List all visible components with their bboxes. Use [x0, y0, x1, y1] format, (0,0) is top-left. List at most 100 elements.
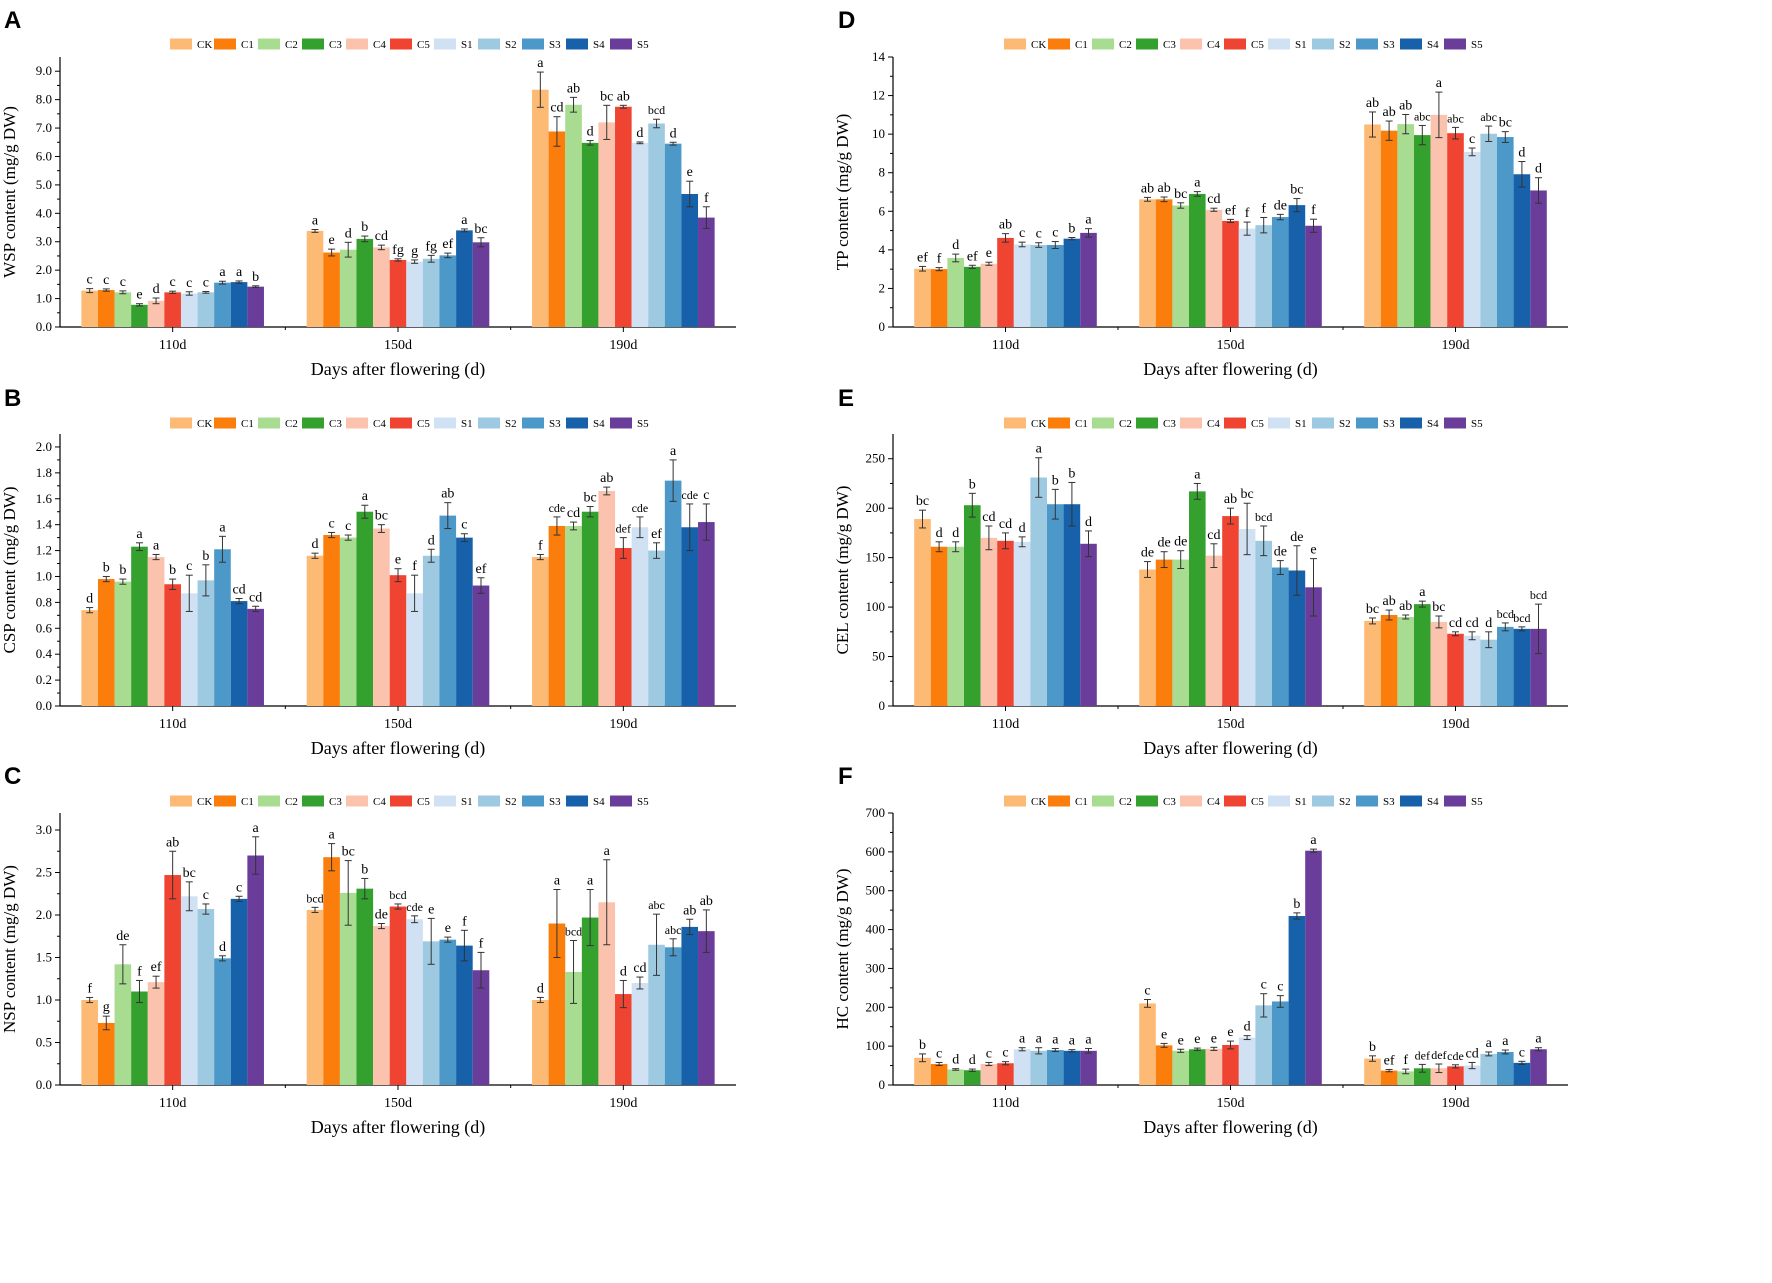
significance-letter: c	[203, 275, 209, 290]
bar-C1-150d	[323, 857, 340, 1085]
legend-swatch-C1	[214, 417, 236, 429]
legend-label-C1: C1	[241, 796, 254, 808]
significance-letter: bcd	[1513, 611, 1530, 625]
bar-S2-110d	[197, 580, 215, 706]
bar-C3-150d	[1189, 1049, 1206, 1085]
significance-letter: b	[361, 862, 368, 877]
significance-letter: e	[136, 288, 142, 303]
bar-S3-190d	[664, 947, 682, 1085]
bar-S4-190d	[681, 926, 699, 1085]
significance-letter: bc	[1432, 600, 1445, 615]
significance-letter: de	[1174, 535, 1187, 550]
y-tick-label: 5.0	[36, 177, 52, 192]
x-tick-label: 190d	[1442, 338, 1470, 353]
bar-S2-150d	[422, 555, 440, 706]
x-axis-label: Days after flowering (d)	[311, 359, 485, 380]
x-axis-label: Days after flowering (d)	[1143, 359, 1317, 380]
bar-S5-110d	[1080, 1050, 1097, 1085]
panel-F: F CK C1 C2 C3 C4 C5 S1 S2 S3 S4 S5 0 100 200 300 400 500 6…	[833, 763, 1568, 1138]
significance-letter: ef	[151, 960, 162, 975]
bar-C3-190d	[581, 511, 599, 706]
bar-C5-190d	[615, 547, 632, 706]
legend-swatch-C2	[258, 795, 280, 807]
legend-swatch-S2	[1312, 417, 1334, 429]
bar-C1-190d	[548, 525, 566, 706]
legend-swatch-C1	[1048, 795, 1070, 807]
legend-label-C5: C5	[417, 796, 430, 808]
x-tick-label: 150d	[1217, 717, 1245, 732]
significance-letter: de	[1274, 198, 1287, 213]
significance-letter: bcd	[306, 891, 323, 905]
significance-letter: c	[1036, 227, 1042, 242]
bar-C2-150d	[339, 892, 357, 1085]
y-tick-label: 2.5	[36, 865, 52, 880]
significance-letter: a	[1419, 585, 1426, 600]
legend-swatch-S5	[610, 795, 632, 807]
bar-S4-150d	[1288, 915, 1306, 1085]
legend-label-C4: C4	[373, 418, 386, 430]
legend-label-S4: S4	[593, 39, 605, 51]
bar-S3-190d	[664, 143, 682, 327]
significance-letter: b	[119, 563, 126, 578]
legend-label-S4: S4	[1427, 796, 1439, 808]
legend-swatch-C1	[214, 38, 236, 50]
legend-swatch-C5	[390, 417, 412, 429]
bar-S5-110d	[247, 608, 264, 706]
legend-label-C4: C4	[1207, 796, 1220, 808]
bar-S1-190d	[1463, 1065, 1481, 1085]
significance-letter: c	[461, 518, 467, 533]
significance-letter: f	[937, 252, 942, 267]
y-tick-label: 250	[866, 451, 886, 466]
y-tick-label: 1.6	[36, 491, 53, 506]
significance-letter: cd	[1465, 1046, 1478, 1061]
y-tick-label: 14	[872, 49, 886, 64]
significance-letter: ef	[476, 562, 487, 577]
legend-swatch-S1	[434, 795, 456, 807]
significance-letter: a	[153, 538, 160, 553]
x-tick-label: 110d	[992, 338, 1019, 353]
y-tick-label: 0	[879, 698, 886, 713]
y-axis-label: HC content (mg/g DW)	[833, 869, 852, 1030]
x-tick-label: 150d	[384, 338, 412, 353]
bar-S1-150d	[1238, 1037, 1256, 1085]
legend-label-C2: C2	[1119, 39, 1132, 51]
y-tick-label: 1.2	[36, 543, 52, 558]
legend-label-S2: S2	[505, 796, 517, 808]
bar-C2-150d	[1172, 559, 1189, 706]
legend-swatch-C3	[302, 417, 324, 429]
significance-letter: ab	[1399, 599, 1412, 614]
panel-B: B CK C1 C2 C3 C4 C5 S1 S2 S3 S4 S5 0.0 0.2 0.4 0.6 0.8 1.…	[0, 385, 736, 759]
significance-letter: cde	[549, 501, 566, 515]
legend-swatch-C2	[1092, 417, 1114, 429]
y-tick-label: 4.0	[36, 205, 52, 220]
bar-S3-110d	[214, 958, 231, 1085]
y-tick-label: 400	[866, 922, 886, 937]
bar-C4-150d	[373, 247, 390, 327]
significance-letter: bc	[584, 491, 597, 506]
significance-letter: c	[236, 880, 242, 895]
y-tick-label: 7.0	[36, 120, 52, 135]
y-tick-label: 0.8	[36, 594, 52, 609]
bar-C2-110d	[114, 581, 132, 706]
bar-C5-110d	[164, 584, 181, 706]
significance-letter: b	[361, 220, 368, 235]
significance-letter: f	[1245, 206, 1250, 221]
legend-swatch-C3	[1136, 417, 1158, 429]
bar-S5-190d	[698, 931, 715, 1085]
y-tick-label: 1.8	[36, 465, 52, 480]
y-tick-label: 100	[866, 1038, 886, 1053]
bar-S2-190d	[648, 550, 665, 706]
bar-S4-110d	[230, 601, 248, 706]
bar-C4-190d	[1430, 1068, 1448, 1085]
bar-S2-190d	[648, 944, 665, 1085]
bar-C2-110d	[947, 546, 964, 706]
bar-CK-150d	[306, 230, 324, 327]
bar-S5-150d	[1305, 225, 1322, 327]
bar-C5-150d	[1222, 1044, 1239, 1085]
bar-S1-150d	[406, 593, 423, 706]
significance-letter: f	[1311, 203, 1316, 218]
bar-S1-190d	[1463, 635, 1481, 706]
legend-label-CK: CK	[197, 418, 212, 430]
bar-S2-110d	[1030, 477, 1047, 706]
bar-C2-150d	[339, 249, 357, 327]
